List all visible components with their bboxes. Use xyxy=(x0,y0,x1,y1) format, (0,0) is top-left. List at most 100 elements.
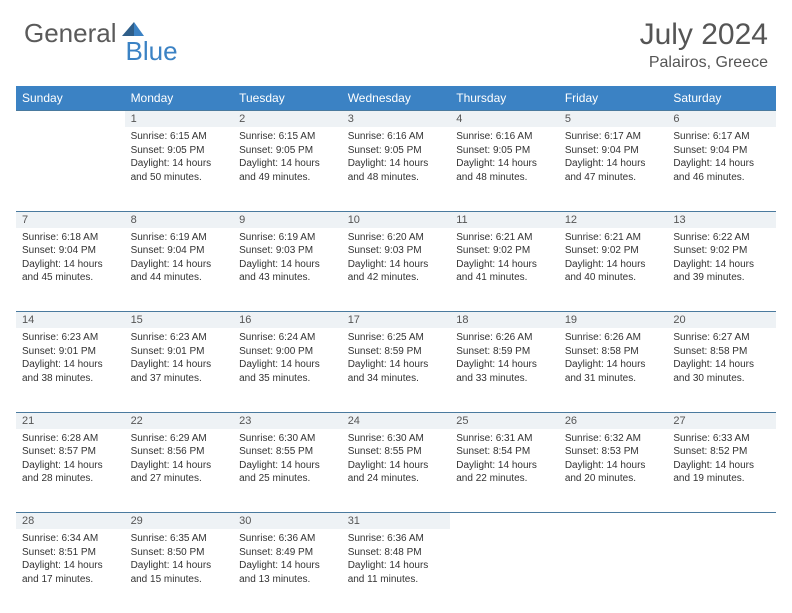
day-number-cell: 18 xyxy=(450,312,559,329)
logo-text-general: General xyxy=(24,18,117,49)
sunrise-text: Sunrise: 6:26 AM xyxy=(565,331,662,345)
daylight-text: Daylight: 14 hours and 45 minutes. xyxy=(22,258,119,285)
day-number-cell: 29 xyxy=(125,513,234,530)
sunrise-text: Sunrise: 6:15 AM xyxy=(131,130,228,144)
sunrise-text: Sunrise: 6:19 AM xyxy=(131,231,228,245)
day-content-row: Sunrise: 6:28 AMSunset: 8:57 PMDaylight:… xyxy=(16,429,776,513)
sunset-text: Sunset: 8:55 PM xyxy=(239,445,336,459)
sunset-text: Sunset: 8:58 PM xyxy=(673,345,770,359)
logo-text-blue: Blue xyxy=(126,36,178,67)
sunset-text: Sunset: 9:05 PM xyxy=(131,144,228,158)
day-number-cell: 5 xyxy=(559,111,668,128)
daylight-text: Daylight: 14 hours and 30 minutes. xyxy=(673,358,770,385)
sunrise-text: Sunrise: 6:34 AM xyxy=(22,532,119,546)
daylight-text: Daylight: 14 hours and 33 minutes. xyxy=(456,358,553,385)
header: General Blue July 2024 Palairos, Greece xyxy=(0,0,792,80)
day-content-cell: Sunrise: 6:19 AMSunset: 9:03 PMDaylight:… xyxy=(233,228,342,312)
daylight-text: Daylight: 14 hours and 35 minutes. xyxy=(239,358,336,385)
day-content-cell: Sunrise: 6:36 AMSunset: 8:49 PMDaylight:… xyxy=(233,529,342,613)
location-label: Palairos, Greece xyxy=(640,54,768,72)
day-number-row: 28293031 xyxy=(16,513,776,530)
day-number-cell: 3 xyxy=(342,111,451,128)
daylight-text: Daylight: 14 hours and 37 minutes. xyxy=(131,358,228,385)
day-content-cell: Sunrise: 6:28 AMSunset: 8:57 PMDaylight:… xyxy=(16,429,125,513)
daylight-text: Daylight: 14 hours and 38 minutes. xyxy=(22,358,119,385)
sunset-text: Sunset: 9:01 PM xyxy=(131,345,228,359)
sunrise-text: Sunrise: 6:19 AM xyxy=(239,231,336,245)
sunset-text: Sunset: 8:56 PM xyxy=(131,445,228,459)
day-number-cell: 24 xyxy=(342,412,451,429)
sunset-text: Sunset: 9:02 PM xyxy=(456,244,553,258)
sunrise-text: Sunrise: 6:36 AM xyxy=(348,532,445,546)
day-content-cell: Sunrise: 6:15 AMSunset: 9:05 PMDaylight:… xyxy=(233,127,342,211)
day-number-cell xyxy=(16,111,125,128)
day-number-cell: 23 xyxy=(233,412,342,429)
day-number-row: 14151617181920 xyxy=(16,312,776,329)
day-number-cell: 17 xyxy=(342,312,451,329)
day-number-cell: 16 xyxy=(233,312,342,329)
sunrise-text: Sunrise: 6:18 AM xyxy=(22,231,119,245)
sunrise-text: Sunrise: 6:33 AM xyxy=(673,432,770,446)
day-number-cell xyxy=(667,513,776,530)
sunset-text: Sunset: 9:04 PM xyxy=(565,144,662,158)
day-content-cell: Sunrise: 6:18 AMSunset: 9:04 PMDaylight:… xyxy=(16,228,125,312)
day-content-cell: Sunrise: 6:16 AMSunset: 9:05 PMDaylight:… xyxy=(450,127,559,211)
sunrise-text: Sunrise: 6:20 AM xyxy=(348,231,445,245)
weekday-header: Wednesday xyxy=(342,86,451,111)
sunset-text: Sunset: 8:57 PM xyxy=(22,445,119,459)
daylight-text: Daylight: 14 hours and 49 minutes. xyxy=(239,157,336,184)
day-number-row: 78910111213 xyxy=(16,211,776,228)
sunset-text: Sunset: 9:02 PM xyxy=(673,244,770,258)
day-content-cell: Sunrise: 6:17 AMSunset: 9:04 PMDaylight:… xyxy=(667,127,776,211)
sunset-text: Sunset: 8:51 PM xyxy=(22,546,119,560)
day-number-cell: 22 xyxy=(125,412,234,429)
sunset-text: Sunset: 8:58 PM xyxy=(565,345,662,359)
daylight-text: Daylight: 14 hours and 44 minutes. xyxy=(131,258,228,285)
day-number-cell: 7 xyxy=(16,211,125,228)
sunrise-text: Sunrise: 6:17 AM xyxy=(673,130,770,144)
sunrise-text: Sunrise: 6:30 AM xyxy=(348,432,445,446)
sunset-text: Sunset: 8:54 PM xyxy=(456,445,553,459)
day-number-cell: 13 xyxy=(667,211,776,228)
day-content-cell xyxy=(16,127,125,211)
day-number-cell: 26 xyxy=(559,412,668,429)
sunset-text: Sunset: 8:52 PM xyxy=(673,445,770,459)
daylight-text: Daylight: 14 hours and 13 minutes. xyxy=(239,559,336,586)
sunrise-text: Sunrise: 6:31 AM xyxy=(456,432,553,446)
day-content-cell: Sunrise: 6:36 AMSunset: 8:48 PMDaylight:… xyxy=(342,529,451,613)
sunset-text: Sunset: 9:04 PM xyxy=(131,244,228,258)
day-content-cell: Sunrise: 6:23 AMSunset: 9:01 PMDaylight:… xyxy=(125,328,234,412)
day-content-row: Sunrise: 6:23 AMSunset: 9:01 PMDaylight:… xyxy=(16,328,776,412)
sunset-text: Sunset: 9:05 PM xyxy=(348,144,445,158)
sunset-text: Sunset: 8:59 PM xyxy=(456,345,553,359)
day-number-cell: 19 xyxy=(559,312,668,329)
day-number-row: 123456 xyxy=(16,111,776,128)
title-block: July 2024 Palairos, Greece xyxy=(640,18,768,72)
day-number-cell: 9 xyxy=(233,211,342,228)
sunrise-text: Sunrise: 6:25 AM xyxy=(348,331,445,345)
sunset-text: Sunset: 9:03 PM xyxy=(348,244,445,258)
day-number-cell: 31 xyxy=(342,513,451,530)
day-number-cell: 1 xyxy=(125,111,234,128)
day-content-cell: Sunrise: 6:32 AMSunset: 8:53 PMDaylight:… xyxy=(559,429,668,513)
sunset-text: Sunset: 9:02 PM xyxy=(565,244,662,258)
daylight-text: Daylight: 14 hours and 41 minutes. xyxy=(456,258,553,285)
day-content-cell: Sunrise: 6:30 AMSunset: 8:55 PMDaylight:… xyxy=(233,429,342,513)
day-number-cell: 25 xyxy=(450,412,559,429)
day-content-cell: Sunrise: 6:20 AMSunset: 9:03 PMDaylight:… xyxy=(342,228,451,312)
sunrise-text: Sunrise: 6:26 AM xyxy=(456,331,553,345)
sunset-text: Sunset: 8:49 PM xyxy=(239,546,336,560)
sunset-text: Sunset: 9:03 PM xyxy=(239,244,336,258)
sunrise-text: Sunrise: 6:15 AM xyxy=(239,130,336,144)
day-number-cell: 14 xyxy=(16,312,125,329)
day-content-cell: Sunrise: 6:17 AMSunset: 9:04 PMDaylight:… xyxy=(559,127,668,211)
sunrise-text: Sunrise: 6:32 AM xyxy=(565,432,662,446)
daylight-text: Daylight: 14 hours and 17 minutes. xyxy=(22,559,119,586)
sunset-text: Sunset: 8:50 PM xyxy=(131,546,228,560)
calendar-table: Sunday Monday Tuesday Wednesday Thursday… xyxy=(16,86,776,613)
sunset-text: Sunset: 9:05 PM xyxy=(456,144,553,158)
daylight-text: Daylight: 14 hours and 43 minutes. xyxy=(239,258,336,285)
daylight-text: Daylight: 14 hours and 19 minutes. xyxy=(673,459,770,486)
daylight-text: Daylight: 14 hours and 11 minutes. xyxy=(348,559,445,586)
daylight-text: Daylight: 14 hours and 25 minutes. xyxy=(239,459,336,486)
